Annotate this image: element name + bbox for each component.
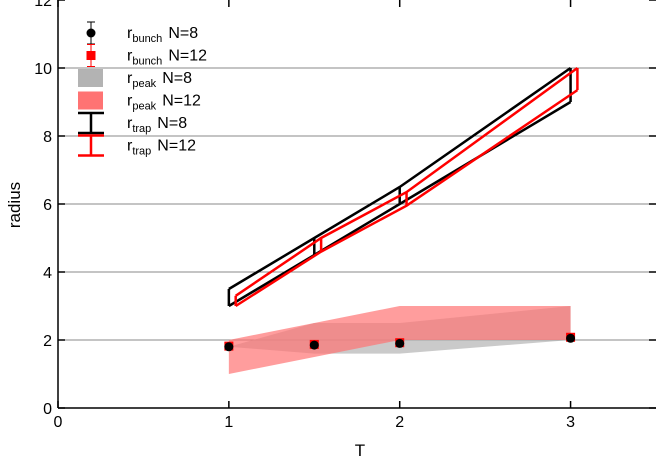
y-tick-label: 4 [43,265,52,282]
legend-item: rtrap N=12 [78,134,196,158]
x-tick-label: 2 [395,414,404,431]
bunch-points [224,332,576,352]
y-tick-label: 0 [43,401,52,418]
bunch-n8-point [309,340,319,350]
y-tick-label: 6 [43,197,52,214]
legend-label: rtrap N=12 [127,138,196,158]
legend-circle-marker [86,28,96,38]
trap-n8-upper [228,66,572,291]
y-tick-label: 12 [34,0,52,10]
trap-n12-lower [235,89,579,308]
bunch-n8-point [224,342,234,352]
bunch-n8-point [566,333,576,343]
legend-gray-patch [78,69,103,87]
x-axis-label: T [355,441,365,460]
trap-n12-upper [234,66,579,297]
legend-label: rbunch N=12 [127,48,207,68]
legend-item: rtrap N=8 [78,111,187,135]
legend-label: rbunch N=8 [127,25,198,45]
legend-item: rbunch N=12 [86,44,207,68]
legend-square-marker [86,51,96,60]
legend-label: rpeak N=12 [127,93,201,113]
x-tick-label: 0 [54,414,63,431]
legend-label: rtrap N=8 [127,115,187,135]
legend-item: rpeak N=12 [78,91,201,113]
y-tick-label: 8 [43,129,52,146]
legend-red-patch [78,91,103,110]
x-tick-label: 1 [224,414,233,431]
bunch-n8-point [395,338,405,348]
trap-series [227,66,579,308]
legend-label: rpeak N=8 [127,70,192,90]
legend-item: rbunch N=8 [86,21,198,45]
x-tick-label: 3 [566,414,575,431]
y-tick-label: 10 [34,61,52,78]
legend-item: rpeak N=8 [78,69,192,90]
y-axis-label: radius [5,182,24,228]
y-tick-label: 2 [43,333,52,350]
